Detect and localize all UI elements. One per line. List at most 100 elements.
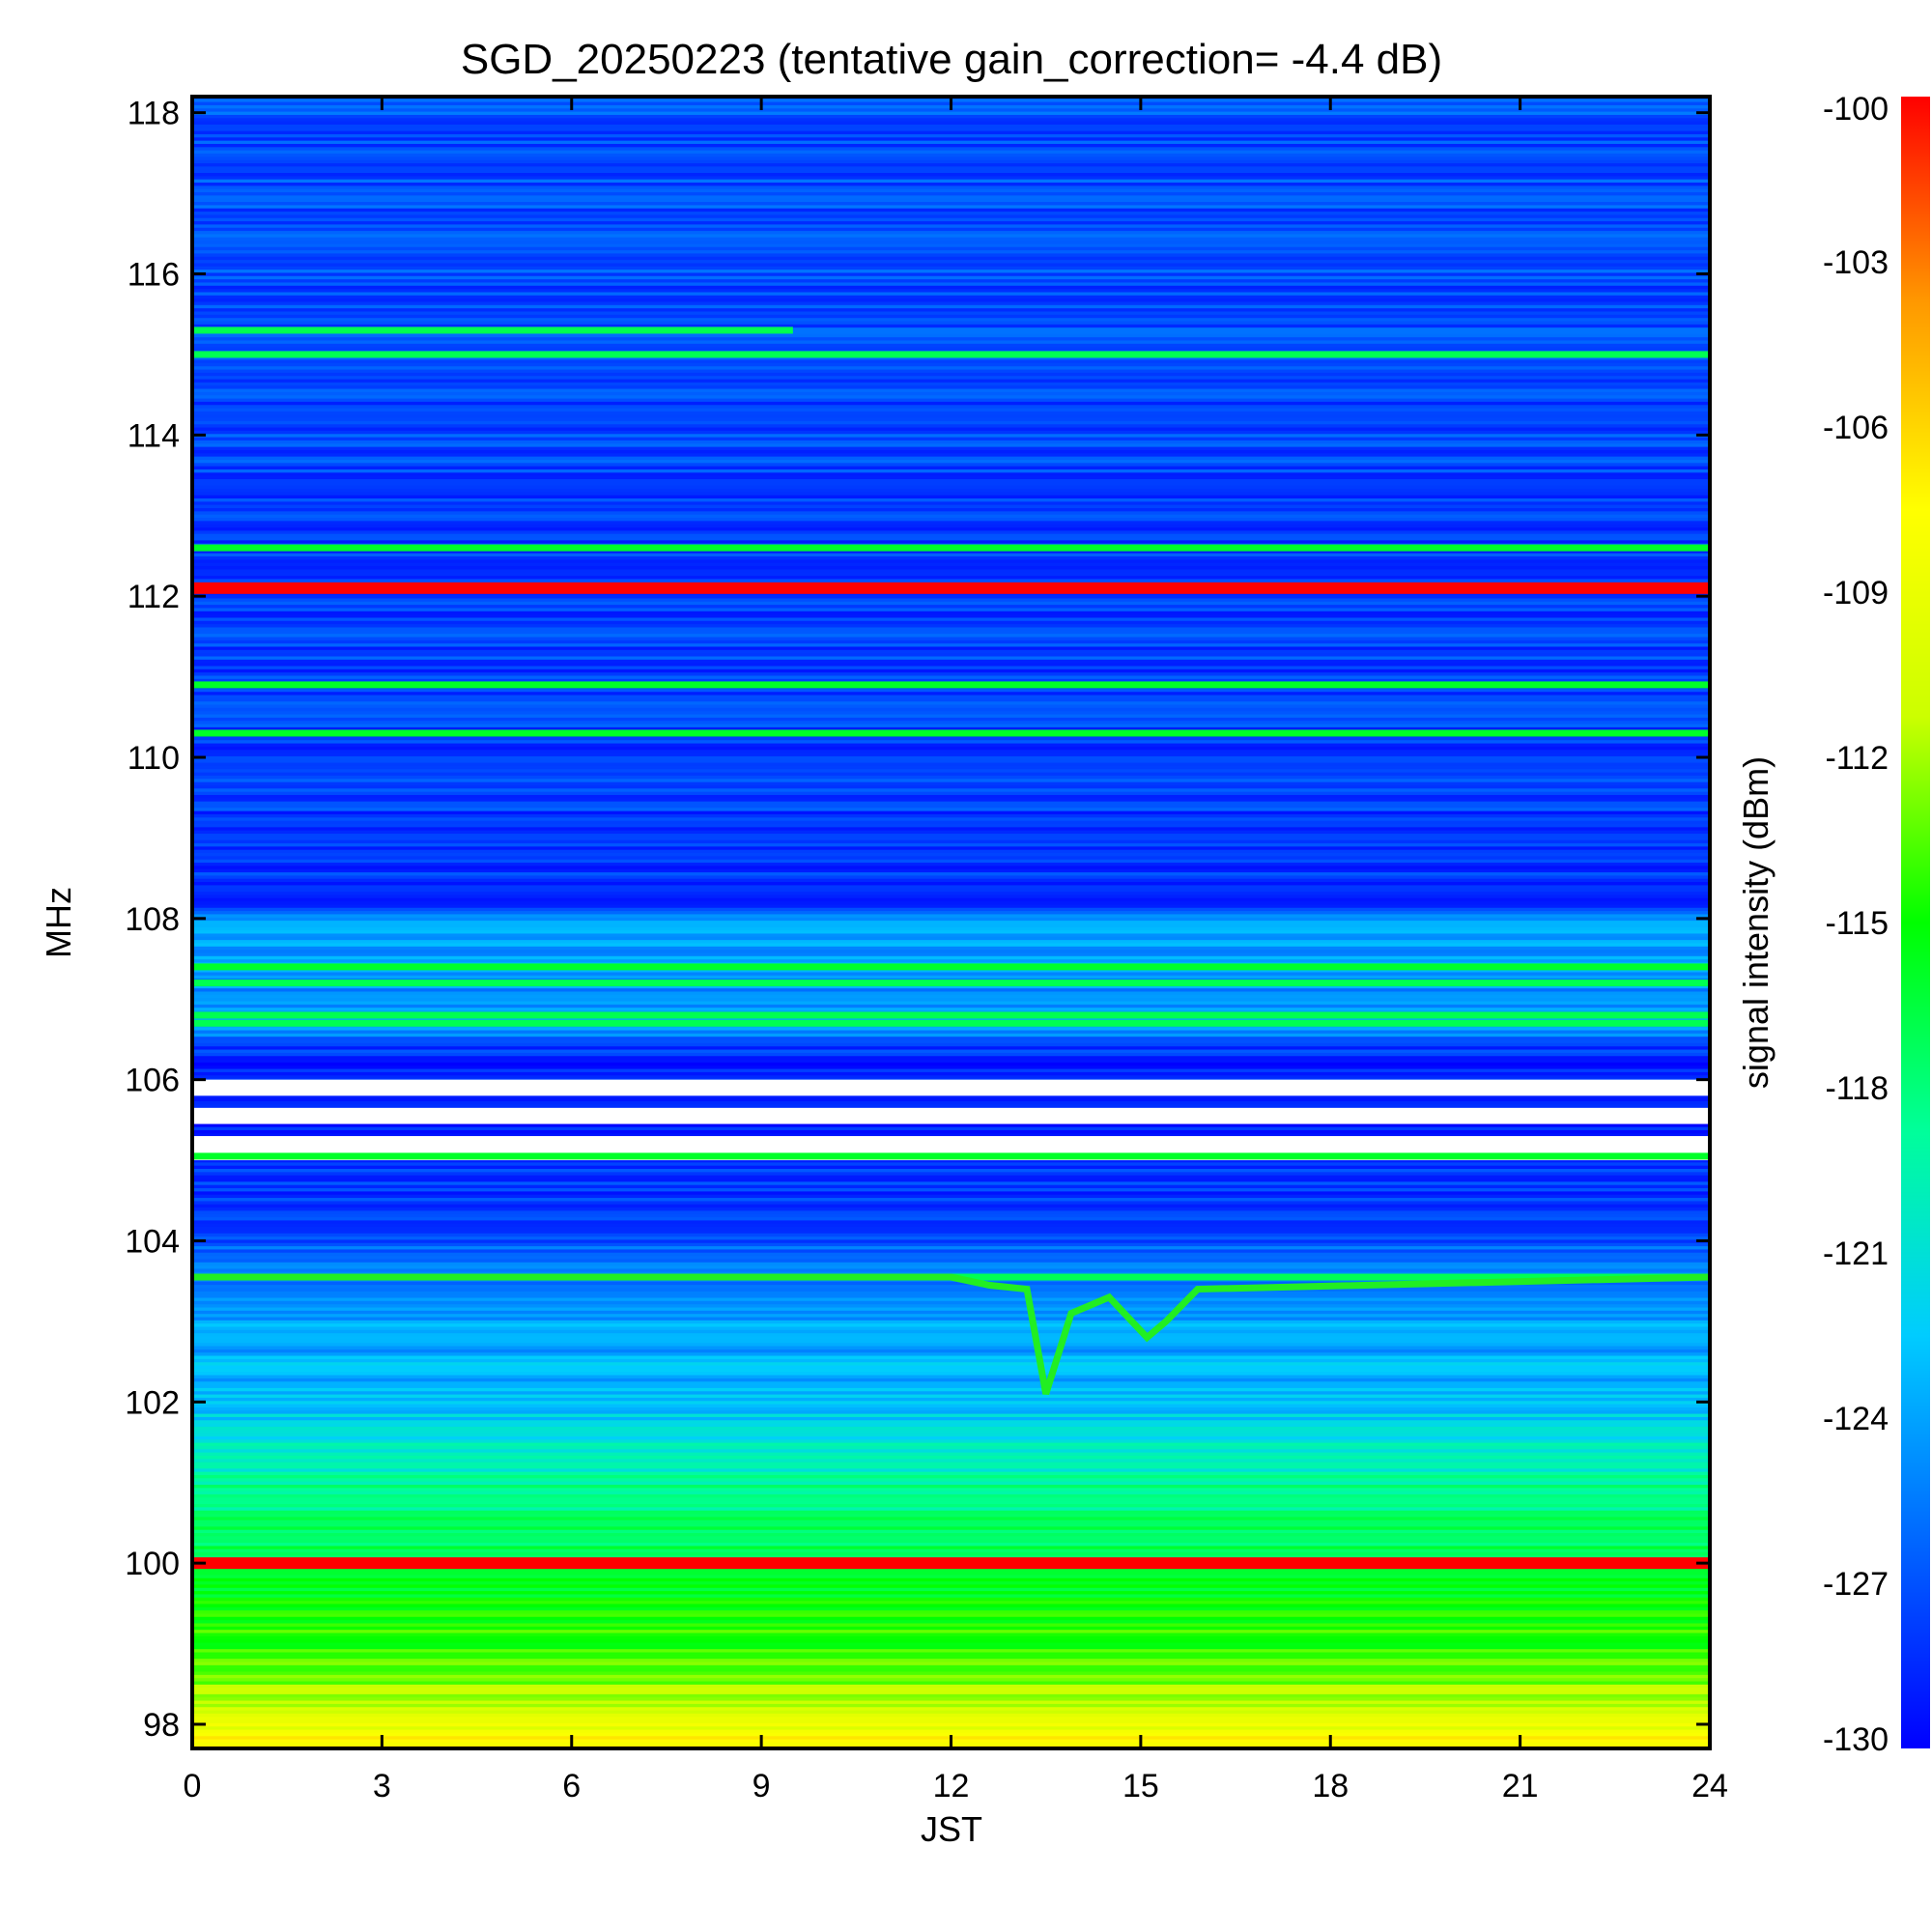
heatmap-row <box>192 117 1710 122</box>
heatmap-row <box>192 1542 1710 1547</box>
station-band <box>192 681 1710 689</box>
heatmap-row <box>192 1361 1710 1366</box>
heatmap-row <box>192 1213 1710 1218</box>
heatmap-row <box>192 266 1710 270</box>
heatmap-row <box>192 645 1710 650</box>
heatmap-row <box>192 1209 1710 1214</box>
heatmap-row <box>192 1516 1710 1520</box>
heatmap-row <box>192 384 1710 389</box>
heatmap-row <box>192 146 1710 151</box>
heatmap-row <box>192 1287 1710 1292</box>
x-tick-label: 0 <box>184 1768 202 1804</box>
heatmap-row <box>192 794 1710 799</box>
heatmap-row <box>192 478 1710 483</box>
heatmap-row <box>192 1293 1710 1298</box>
y-tick-label: 106 <box>125 1063 180 1099</box>
station-band <box>192 729 1710 737</box>
heatmap-row <box>192 1455 1710 1460</box>
heatmap-row <box>192 495 1710 499</box>
colorbar-tick-label: -100 <box>1823 91 1889 128</box>
heatmap-row <box>192 804 1710 809</box>
heatmap-row <box>192 1590 1710 1595</box>
heatmap-row <box>192 382 1710 386</box>
heatmap-row <box>192 746 1710 751</box>
heatmap-row <box>192 1467 1710 1472</box>
colorbar-tick-label: -109 <box>1823 575 1889 611</box>
heatmap-row <box>192 1496 1710 1501</box>
heatmap-row <box>192 1236 1710 1240</box>
heatmap-row <box>192 1320 1710 1324</box>
heatmap-row <box>192 194 1710 199</box>
heatmap-row <box>192 1435 1710 1440</box>
heatmap-row <box>192 1699 1710 1704</box>
heatmap-row <box>192 897 1710 902</box>
station-band <box>192 1019 1710 1027</box>
heatmap-row <box>192 310 1710 315</box>
heatmap-row <box>192 500 1710 505</box>
heatmap-row <box>192 1522 1710 1527</box>
heatmap-row <box>192 787 1710 792</box>
heatmap-row <box>192 949 1710 953</box>
heatmap-row <box>192 1677 1710 1682</box>
heatmap-row <box>192 1351 1710 1356</box>
heatmap-row <box>192 917 1710 922</box>
heatmap-row <box>192 165 1710 170</box>
heatmap-row <box>192 259 1710 264</box>
station-band <box>192 963 1710 971</box>
heatmap-row <box>192 387 1710 392</box>
heatmap-row <box>192 1004 1710 1009</box>
heatmap-row <box>192 1397 1710 1402</box>
x-tick-label: 12 <box>933 1768 970 1804</box>
heatmap-row <box>192 1267 1710 1272</box>
heatmap-row <box>192 517 1710 522</box>
heatmap-row <box>192 252 1710 257</box>
heatmap-row <box>192 713 1710 718</box>
heatmap-row <box>192 555 1710 560</box>
heatmap-row <box>192 1233 1710 1237</box>
chart-title: SGD_20250223 (tentative gain_correction=… <box>461 36 1442 83</box>
heatmap-row <box>192 362 1710 367</box>
heatmap-row <box>192 504 1710 509</box>
heatmap-row <box>192 394 1710 399</box>
y-tick-label: 98 <box>143 1707 180 1744</box>
heatmap-row <box>192 275 1710 280</box>
heatmap-row <box>192 1612 1710 1617</box>
heatmap-row <box>192 423 1710 428</box>
heatmap-row <box>192 1316 1710 1321</box>
heatmap-row <box>192 1281 1710 1286</box>
heatmap-row <box>192 881 1710 886</box>
heatmap-row <box>192 1554 1710 1559</box>
heatmap-row <box>192 1442 1710 1446</box>
heatmap-row <box>192 784 1710 789</box>
heatmap-row <box>192 1000 1710 1005</box>
heatmap-row <box>192 1165 1710 1170</box>
heatmap-row <box>192 143 1710 148</box>
heatmap-row <box>192 1491 1710 1495</box>
heatmap-row <box>192 900 1710 905</box>
heatmap-row <box>192 1180 1710 1185</box>
heatmap-row <box>192 182 1710 186</box>
x-tick-label: 18 <box>1312 1768 1349 1804</box>
heatmap-row <box>192 1252 1710 1257</box>
heatmap-row <box>192 1045 1710 1050</box>
heatmap-row <box>192 1667 1710 1672</box>
heatmap-row <box>192 688 1710 693</box>
heatmap-row <box>192 907 1710 912</box>
heatmap-row <box>192 507 1710 512</box>
heatmap-row <box>192 1661 1710 1665</box>
heatmap-row <box>192 1587 1710 1592</box>
heatmap-row <box>192 671 1710 676</box>
y-tick-label: 108 <box>125 901 180 938</box>
station-band <box>192 1152 1710 1160</box>
heatmap-row <box>192 1641 1710 1646</box>
x-axis: 0 3 6 9 12 15 18 21 24 <box>184 97 1728 1804</box>
y-axis-label: MHz <box>39 887 78 958</box>
heatmap-row <box>192 1364 1710 1369</box>
heatmap-row <box>192 633 1710 638</box>
heatmap-row <box>192 639 1710 644</box>
heatmap-row <box>192 652 1710 657</box>
heatmap-row <box>192 691 1710 696</box>
heatmap-row <box>192 1374 1710 1378</box>
y-tick-label: 102 <box>125 1384 180 1421</box>
heatmap-row <box>192 413 1710 418</box>
